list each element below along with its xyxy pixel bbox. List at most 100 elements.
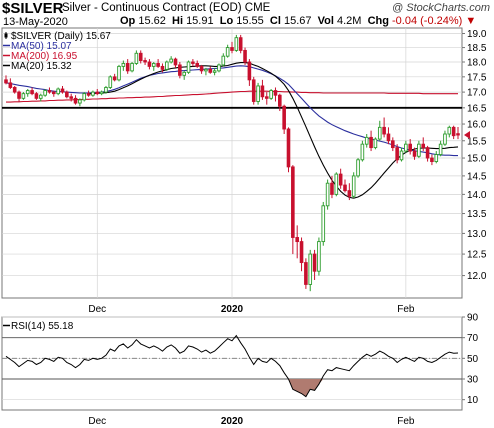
candle-body: [338, 173, 343, 186]
price-x-tick-label: Dec: [88, 304, 106, 315]
candle-body: [395, 147, 399, 161]
candle-body: [360, 143, 365, 161]
candle-body: [17, 91, 21, 99]
last-price-marker-icon: [464, 131, 470, 140]
candle-body: [399, 150, 404, 161]
candle-body: [108, 76, 113, 88]
price-y-tick-label: 19.0: [467, 29, 487, 40]
candle-body: [21, 93, 26, 99]
legend-entry: $SILVER (Daily) 15.67: [11, 31, 111, 42]
candle-body: [47, 90, 52, 93]
symbol-title: $SILVER: [2, 0, 64, 17]
candle-body: [34, 93, 39, 99]
candle-body: [82, 93, 87, 101]
candle-body: [434, 154, 439, 163]
stockcharts-credit[interactable]: @ StockCharts.com: [392, 2, 490, 14]
price-x-tick-label: 2020: [221, 304, 244, 315]
price-y-tick-label: 15.0: [467, 154, 487, 165]
high-label: Hi: [172, 15, 183, 27]
quote-stats: Op 15.62 Hi 15.91 Lo 15.55 Cl 15.67 Vol …: [120, 15, 476, 27]
candle-body: [356, 159, 360, 177]
candle-body: [230, 47, 234, 51]
price-y-tick-label: 13.0: [467, 229, 487, 240]
price-y-tick-label: 16.5: [467, 103, 487, 114]
price-y-tick-label: 15.5: [467, 136, 487, 147]
candle-body: [117, 65, 121, 81]
price-y-tick-label: 14.5: [467, 171, 487, 182]
candle-body: [391, 140, 395, 149]
change-value: -0.04 (-0.24%): [392, 15, 463, 27]
candle-body: [147, 61, 152, 67]
candle-body: [99, 91, 104, 95]
volume-value: 4.2M: [336, 15, 362, 27]
candle-body: [238, 37, 243, 51]
candle-body: [256, 85, 260, 102]
candle-body: [404, 143, 408, 152]
candle-body: [451, 126, 456, 137]
candle-body: [4, 79, 8, 84]
volume-label: Vol: [317, 15, 334, 27]
candle-body: [138, 52, 143, 61]
candle-body: [304, 262, 308, 285]
candle-body: [204, 68, 208, 72]
rsi-oversold-fill: [288, 379, 324, 397]
rsi-x-tick-label: Feb: [397, 416, 415, 427]
price-y-tick-label: 12.0: [467, 271, 487, 282]
high-value: 15.91: [186, 15, 214, 27]
candle-body: [386, 133, 391, 142]
candle-body: [221, 55, 226, 66]
rsi-y-tick-label: 30: [467, 375, 479, 386]
candle-body: [425, 147, 430, 159]
candle-body: [112, 76, 117, 81]
candle-body: [243, 49, 247, 63]
low-label: Lo: [219, 15, 234, 27]
candle-body: [312, 253, 317, 272]
candle-body: [260, 85, 265, 98]
rsi-y-tick-label: 70: [467, 333, 479, 344]
rsi-legend-entry: RSI(14) 55.18: [11, 321, 74, 332]
legend-entry: MA(50) 15.07: [11, 41, 72, 52]
candle-body: [373, 138, 378, 149]
low-value: 15.55: [236, 15, 264, 27]
rsi-y-tick-label: 50: [467, 354, 479, 365]
candle-body: [269, 90, 273, 99]
candle-body: [438, 143, 443, 155]
candle-body: [408, 143, 412, 152]
candle-body: [165, 61, 169, 70]
open-value: 15.62: [138, 15, 166, 27]
candle-body: [291, 166, 295, 238]
candle-body: [412, 150, 417, 157]
open-label: Op: [120, 15, 136, 27]
candle-body: [60, 88, 65, 93]
candle-body: [321, 205, 326, 243]
candle-body: [38, 94, 43, 99]
price-y-tick-label: 12.5: [467, 250, 487, 261]
candle-body: [52, 91, 56, 95]
candle-body: [278, 94, 282, 107]
candle-body: [151, 63, 156, 67]
candle-body: [78, 99, 82, 104]
candle-body: [143, 60, 147, 63]
candle-body: [178, 64, 182, 76]
candle-body: [212, 70, 217, 73]
candle-body: [191, 61, 195, 64]
price-y-tick-label: 13.5: [467, 209, 487, 220]
candle-body: [382, 126, 386, 135]
candle-body: [208, 68, 213, 73]
candle-body: [286, 128, 291, 168]
candle-body: [347, 190, 352, 197]
candle-body: [73, 97, 78, 104]
candle-body: [377, 126, 382, 140]
candle-body: [65, 91, 69, 98]
candle-body: [447, 126, 452, 135]
candle-body: [343, 184, 347, 192]
price-y-tick-label: 17.0: [467, 88, 487, 99]
candle-body: [91, 91, 95, 96]
candle-body: [95, 91, 100, 95]
candle-body: [351, 175, 356, 197]
candle-body: [308, 253, 313, 285]
price-y-tick-label: 17.5: [467, 72, 487, 83]
candle-body: [121, 63, 126, 67]
rsi-y-tick-label: 10: [467, 395, 479, 406]
